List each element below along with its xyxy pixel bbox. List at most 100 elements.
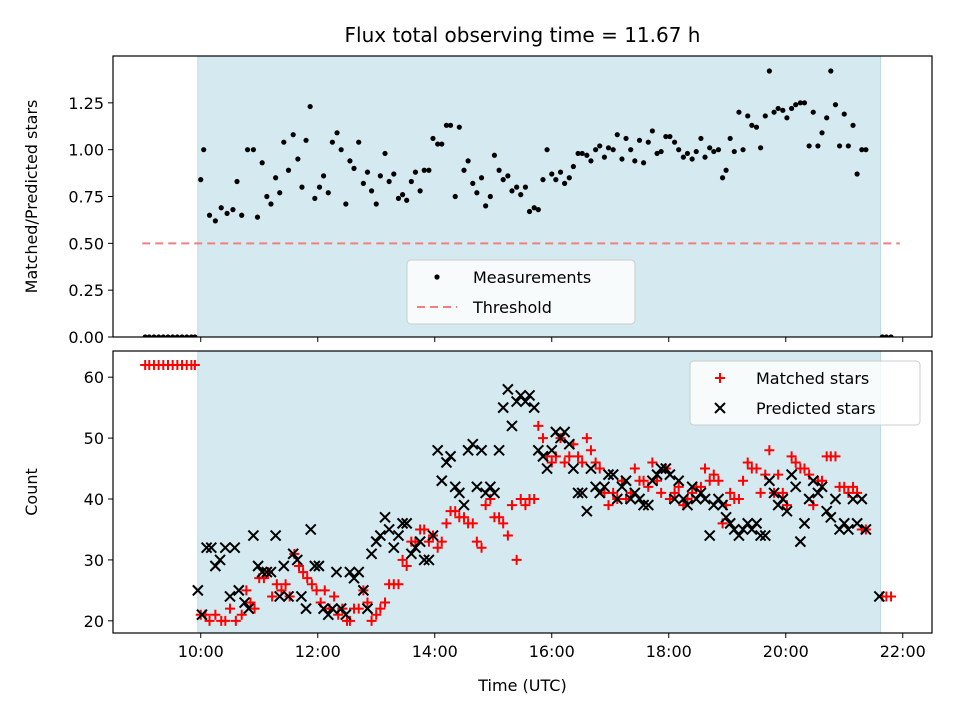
data-point	[382, 150, 388, 157]
data-point	[572, 487, 584, 499]
data-point	[228, 542, 241, 554]
data-point	[511, 554, 522, 565]
data-point	[307, 103, 313, 110]
data-point	[725, 487, 736, 498]
data-point	[754, 529, 767, 542]
data-point	[620, 475, 632, 487]
data-point	[815, 143, 821, 149]
data-point	[824, 115, 830, 121]
data-point	[210, 609, 221, 620]
data-point	[642, 499, 654, 511]
data-point	[487, 193, 493, 200]
data-point	[392, 529, 405, 542]
data-point	[470, 180, 476, 186]
data-point	[352, 566, 365, 578]
data-point	[558, 426, 571, 438]
data-point	[156, 334, 162, 337]
data-point	[330, 566, 343, 578]
data-point	[777, 493, 789, 505]
data-point	[573, 451, 584, 462]
data-point	[174, 334, 180, 337]
data-point	[656, 487, 667, 498]
data-point	[254, 214, 261, 220]
data-point	[267, 591, 278, 602]
data-point	[268, 201, 274, 207]
data-point	[753, 124, 760, 130]
legend: Matched stars Predicted stars	[689, 360, 921, 426]
data-point	[459, 512, 469, 523]
data-point	[708, 469, 719, 480]
data-point	[506, 420, 518, 432]
data-point	[338, 147, 344, 153]
data-point	[219, 542, 232, 554]
legend-marker	[714, 402, 726, 414]
data-point	[264, 193, 270, 200]
data-point	[447, 122, 454, 128]
data-point	[295, 590, 308, 603]
data-point	[537, 433, 548, 444]
data-point	[863, 147, 869, 153]
data-point	[529, 494, 540, 505]
data-point	[520, 500, 531, 511]
data-point	[830, 451, 841, 462]
data-point	[312, 195, 318, 201]
data-point	[614, 132, 620, 138]
data-point	[496, 167, 502, 173]
data-point	[249, 603, 260, 614]
data-point	[319, 585, 330, 596]
data-point	[638, 475, 649, 486]
data-point	[625, 493, 637, 505]
data-point	[196, 609, 208, 621]
data-point	[201, 147, 207, 153]
data-point	[755, 487, 766, 498]
data-point	[329, 591, 340, 602]
data-point	[280, 579, 291, 590]
data-point	[243, 602, 255, 615]
y-tick-label: 60	[84, 368, 104, 387]
data-point	[408, 178, 414, 185]
data-point	[832, 102, 839, 108]
data-point	[598, 481, 611, 493]
data-point	[300, 602, 312, 615]
data-point	[250, 147, 256, 153]
data-point	[703, 529, 716, 542]
data-point	[291, 554, 303, 566]
data-point	[672, 475, 685, 487]
legend-item: Measurements	[434, 268, 591, 287]
data-point	[386, 178, 392, 185]
data-point	[471, 536, 482, 547]
data-point	[828, 68, 834, 74]
data-point	[593, 147, 599, 153]
legend-item: Matched stars	[715, 369, 869, 388]
data-point	[603, 500, 614, 511]
data-point	[419, 524, 430, 535]
data-point	[660, 462, 672, 475]
data-point	[698, 135, 704, 142]
data-point	[553, 177, 559, 183]
data-point	[502, 383, 514, 396]
data-point	[577, 457, 588, 468]
data-point	[699, 493, 711, 505]
data-point	[528, 401, 540, 414]
data-point	[436, 475, 448, 487]
y-tick-label: 20	[84, 612, 104, 631]
y-axis-label: Count	[22, 468, 41, 516]
data-point	[302, 573, 313, 584]
data-point	[549, 171, 555, 177]
data-point	[651, 468, 663, 481]
data-point	[224, 590, 236, 603]
data-point	[700, 463, 711, 474]
data-point	[285, 167, 292, 173]
data-point	[847, 493, 859, 505]
data-point	[233, 584, 245, 597]
data-point	[444, 450, 457, 463]
data-point	[689, 156, 695, 162]
data-point	[299, 184, 305, 190]
data-point	[397, 554, 408, 565]
data-point	[562, 180, 568, 186]
data-point	[515, 494, 526, 505]
data-point	[439, 141, 445, 147]
data-point	[790, 457, 801, 468]
data-point	[518, 192, 524, 198]
data-point	[654, 150, 660, 157]
